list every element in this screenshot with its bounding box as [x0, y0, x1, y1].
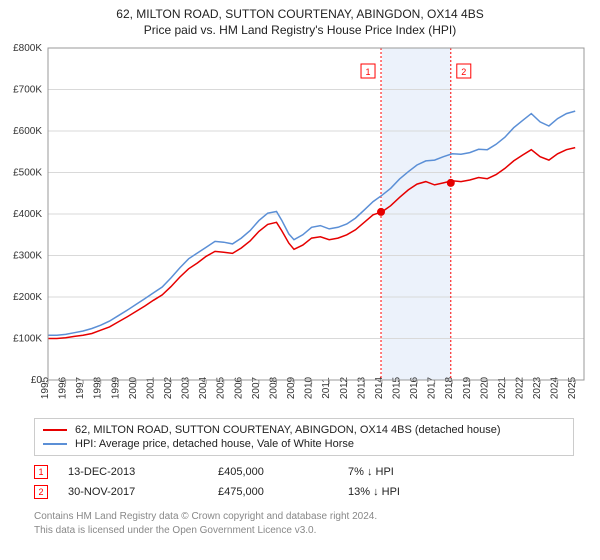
- price-chart: £0£100K£200K£300K£400K£500K£600K£700K£80…: [0, 42, 600, 412]
- legend: 62, MILTON ROAD, SUTTON COURTENAY, ABING…: [34, 418, 574, 456]
- svg-text:£600K: £600K: [13, 126, 42, 137]
- svg-text:£500K: £500K: [13, 168, 42, 179]
- legend-swatch-property: [43, 429, 67, 431]
- sale-marker-2: 2: [34, 485, 48, 499]
- sales-table: 1 13-DEC-2013 £405,000 7% ↓ HPI 2 30-NOV…: [34, 462, 574, 502]
- sale-price: £405,000: [218, 466, 328, 478]
- table-row: 2 30-NOV-2017 £475,000 13% ↓ HPI: [34, 482, 574, 502]
- svg-text:2: 2: [461, 67, 466, 77]
- svg-text:£100K: £100K: [13, 334, 42, 345]
- sale-price: £475,000: [218, 486, 328, 498]
- table-row: 1 13-DEC-2013 £405,000 7% ↓ HPI: [34, 462, 574, 482]
- title-line-1: 62, MILTON ROAD, SUTTON COURTENAY, ABING…: [0, 6, 600, 22]
- svg-text:£300K: £300K: [13, 251, 42, 262]
- legend-item-property: 62, MILTON ROAD, SUTTON COURTENAY, ABING…: [43, 423, 565, 437]
- footer-line-1: Contains HM Land Registry data © Crown c…: [34, 510, 377, 524]
- sale-date: 30-NOV-2017: [68, 486, 198, 498]
- sale-marker-1: 1: [34, 465, 48, 479]
- sale-pct: 7% ↓ HPI: [348, 466, 488, 478]
- footer-line-2: This data is licensed under the Open Gov…: [34, 524, 377, 538]
- svg-text:£800K: £800K: [13, 43, 42, 54]
- svg-text:£400K: £400K: [13, 209, 42, 220]
- legend-item-hpi: HPI: Average price, detached house, Vale…: [43, 437, 565, 451]
- sale-date: 13-DEC-2013: [68, 466, 198, 478]
- footer: Contains HM Land Registry data © Crown c…: [34, 510, 377, 537]
- title-line-2: Price paid vs. HM Land Registry's House …: [0, 22, 600, 38]
- chart-title: 62, MILTON ROAD, SUTTON COURTENAY, ABING…: [0, 0, 600, 38]
- svg-text:£700K: £700K: [13, 85, 42, 96]
- legend-label-hpi: HPI: Average price, detached house, Vale…: [75, 438, 354, 450]
- legend-label-property: 62, MILTON ROAD, SUTTON COURTENAY, ABING…: [75, 424, 500, 436]
- svg-text:£200K: £200K: [13, 292, 42, 303]
- legend-swatch-hpi: [43, 443, 67, 445]
- sale-pct: 13% ↓ HPI: [348, 486, 488, 498]
- svg-text:1: 1: [366, 67, 371, 77]
